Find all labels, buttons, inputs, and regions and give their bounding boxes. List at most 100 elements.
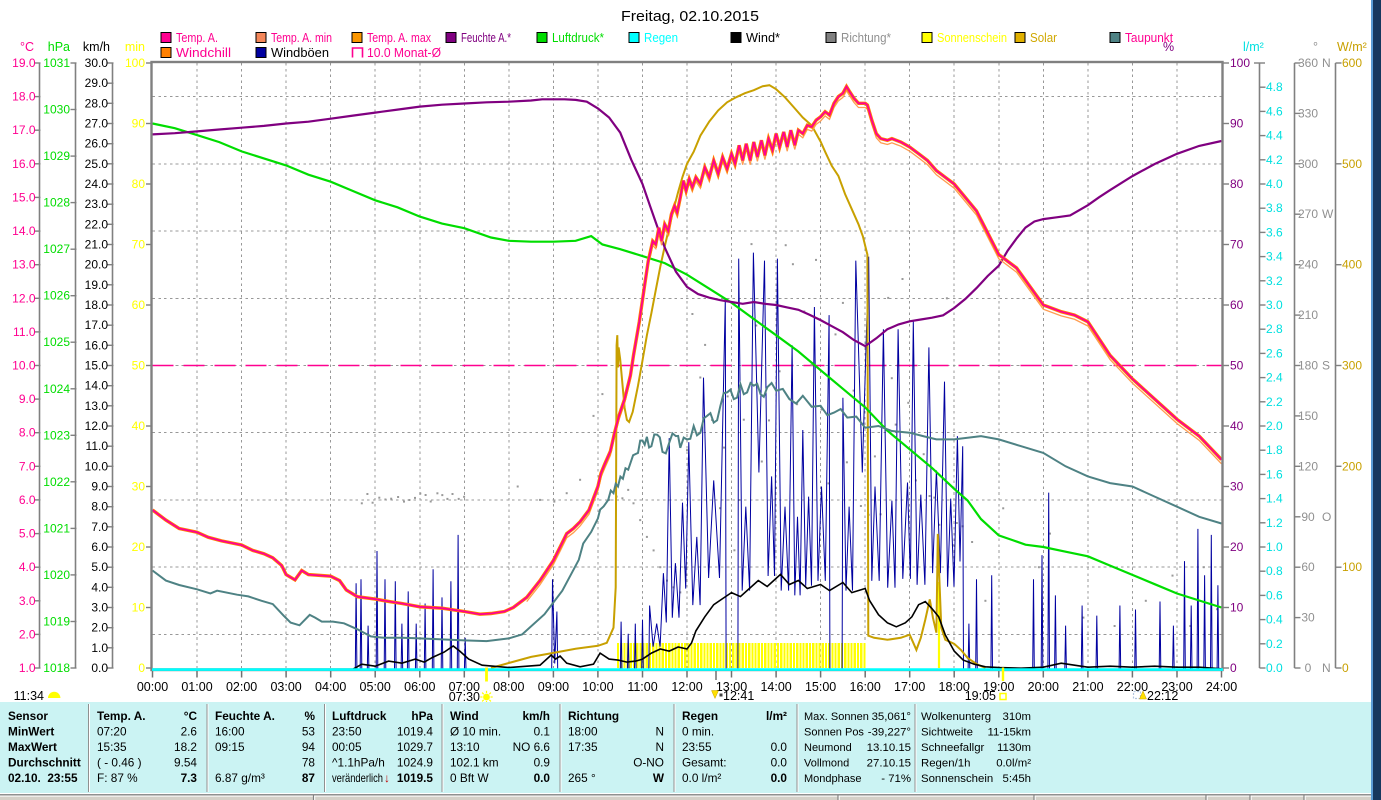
svg-text:2.4: 2.4 [1266,371,1283,385]
svg-text:20.0: 20.0 [85,258,109,272]
svg-text:18:00: 18:00 [939,680,970,694]
svg-text:5.0: 5.0 [19,527,36,541]
svg-text:0 min.: 0 min. [682,725,714,739]
svg-text:100: 100 [125,56,145,70]
svg-text:120: 120 [1298,459,1318,473]
svg-text:265 °: 265 ° [568,771,596,785]
svg-text:19:05: 19:05 [965,689,996,703]
svg-text:%: % [1163,40,1174,54]
svg-text:0: 0 [1305,661,1312,675]
svg-text:24.0: 24.0 [85,177,109,191]
svg-text:F: 87 %: F: 87 % [97,771,138,785]
svg-text:9.0: 9.0 [19,392,36,406]
svg-text:16.0: 16.0 [12,157,36,171]
svg-text:07:00: 07:00 [449,680,480,694]
svg-text:80: 80 [1230,177,1244,191]
svg-text:Sonnenschein: Sonnenschein [921,773,993,785]
svg-text:Temp. A. max: Temp. A. max [367,30,431,45]
svg-text:4.8: 4.8 [1266,80,1283,94]
svg-text:27.10.15: 27.10.15 [867,758,911,770]
svg-text:Richtung: Richtung [568,709,619,723]
svg-text:20: 20 [1230,540,1244,554]
svg-text:05:00: 05:00 [360,680,391,694]
svg-text:50: 50 [1230,359,1244,373]
svg-text:50: 50 [132,359,146,373]
svg-text:Mondphase: Mondphase [804,773,862,785]
svg-text:1022: 1022 [43,475,70,489]
svg-text:02.10. 23:55: 02.10. 23:55 [8,771,78,785]
svg-text:7.0: 7.0 [91,520,108,534]
svg-text:N: N [655,740,664,754]
svg-text:270: 270 [1298,207,1318,221]
svg-text:09:00: 09:00 [538,680,569,694]
svg-text:13:10: 13:10 [450,740,480,754]
svg-text:210: 210 [1298,308,1318,322]
svg-text:Vollmond: Vollmond [804,758,849,770]
svg-text:300: 300 [1298,157,1318,171]
svg-text:02:00: 02:00 [226,680,257,694]
svg-text:53: 53 [302,725,316,739]
svg-text:17:35: 17:35 [568,740,598,754]
svg-text:Solar: Solar [1030,30,1058,45]
svg-text:13.0: 13.0 [85,399,109,413]
svg-text:8.0: 8.0 [19,426,36,440]
svg-text:Regen/1h: Regen/1h [921,758,970,770]
svg-text:0.0: 0.0 [771,756,788,770]
svg-text:0.2: 0.2 [1266,637,1283,651]
svg-text:10: 10 [1230,601,1244,615]
svg-text:W: W [1322,207,1334,221]
svg-text:3.2: 3.2 [1266,274,1283,288]
svg-text:94: 94 [302,740,316,754]
svg-text:7.0: 7.0 [19,459,36,473]
svg-text:12.0: 12.0 [85,419,109,433]
svg-text:1021: 1021 [43,521,70,535]
svg-text:Sensor: Sensor [8,709,48,723]
svg-text:W/m²: W/m² [1337,40,1367,54]
svg-text:- 71%: - 71% [881,773,911,785]
svg-text:2.2: 2.2 [1266,395,1283,409]
svg-text:Neumond: Neumond [804,742,852,754]
svg-text:00:05: 00:05 [332,740,362,754]
svg-text:4.0: 4.0 [1266,177,1283,191]
svg-text:1020: 1020 [43,568,70,582]
svg-text:07:20: 07:20 [97,725,127,739]
svg-text:01:00: 01:00 [181,680,212,694]
svg-text:Sonnenschein: Sonnenschein [937,30,1007,45]
svg-text:1030: 1030 [43,103,70,117]
svg-text:Richtung*: Richtung* [841,30,891,45]
svg-text:1.0: 1.0 [19,661,36,675]
svg-text:Max. Sonnen: Max. Sonnen [804,711,869,723]
svg-text:08:00: 08:00 [493,680,524,694]
svg-text:1.2: 1.2 [1266,516,1283,530]
svg-text:150: 150 [1298,409,1318,423]
svg-text:O: O [1322,510,1331,524]
svg-text:0.0l/m²: 0.0l/m² [996,758,1031,770]
svg-text:12.0: 12.0 [12,291,36,305]
svg-text:°C: °C [20,40,34,54]
svg-text:4.4: 4.4 [1266,129,1283,143]
svg-text:23.0: 23.0 [85,197,109,211]
svg-text:19:00: 19:00 [983,680,1014,694]
svg-text:35,061°: 35,061° [872,711,911,723]
svg-text:22:00: 22:00 [1117,680,1148,694]
svg-text:1019.5: 1019.5 [397,771,434,785]
svg-text:19.0: 19.0 [85,278,109,292]
svg-text:1019: 1019 [43,615,70,629]
svg-text:0.9: 0.9 [534,756,550,770]
svg-text:102.1 km: 102.1 km [450,756,499,770]
svg-text:09:15: 09:15 [215,740,245,754]
svg-text:78: 78 [302,756,316,770]
svg-text:3.0: 3.0 [1266,298,1283,312]
svg-text:Freitag, 02.10.2015: Freitag, 02.10.2015 [621,8,759,25]
svg-text:veränderlich: veränderlich [332,771,383,785]
svg-text:15.0: 15.0 [85,359,109,373]
svg-text:180: 180 [1298,359,1318,373]
svg-text:06:00: 06:00 [404,680,435,694]
svg-text:1.0: 1.0 [91,641,108,655]
svg-text:16.0: 16.0 [85,338,109,352]
svg-text:Temp. A.: Temp. A. [176,30,218,45]
svg-text:2.0: 2.0 [1266,419,1283,433]
svg-text:13.10.15: 13.10.15 [867,742,911,754]
svg-text:0.4: 0.4 [1266,613,1283,627]
svg-text:0.1: 0.1 [534,725,550,739]
